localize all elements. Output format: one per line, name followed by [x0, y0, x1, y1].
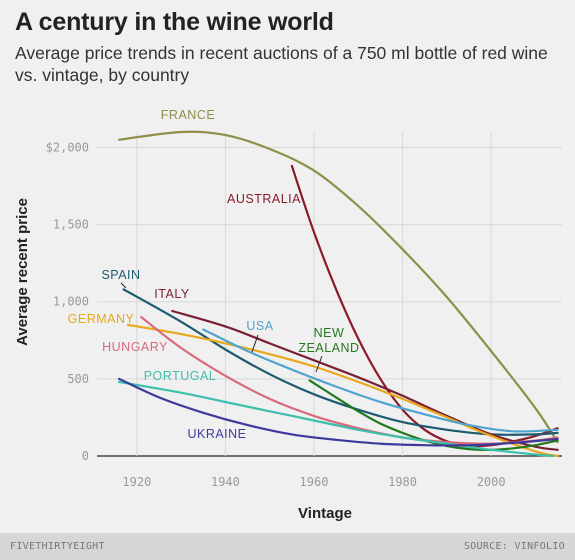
x-tick-label: 1960: [300, 475, 329, 489]
footer-bar: FIVETHIRTYEIGHT SOURCE: VINFOLIO: [0, 533, 575, 560]
footer-brand: FIVETHIRTYEIGHT: [10, 541, 105, 552]
series-line-australia: [290, 164, 559, 448]
y-axis-label: Average recent price: [14, 198, 31, 346]
footer-source: SOURCE: VINFOLIO: [463, 541, 565, 552]
series-labels: FRANCE AUSTRALIA SPAIN ITALY GERMANY USA HUNGA…: [68, 108, 359, 441]
y-tick-label: $2,000: [46, 140, 89, 154]
x-tick-label: 1940: [211, 475, 240, 489]
series-label-france: FRANCE: [161, 108, 215, 122]
x-axis-label: Vintage: [298, 505, 352, 522]
x-tick-label: 1980: [388, 475, 417, 489]
series-line-germany: [126, 323, 559, 458]
series-label-spain: SPAIN: [101, 268, 140, 282]
series-label-usa: USA: [246, 319, 273, 333]
y-tick-label: 1,500: [53, 218, 89, 232]
chart-title: A century in the wine world: [15, 8, 334, 36]
series-label-new-zealand: NEW ZEALAND: [298, 326, 359, 355]
y-tick-label: 1,000: [53, 295, 89, 309]
series-layer: [118, 130, 559, 458]
y-tick-label: 0: [82, 449, 89, 463]
series-line-usa: [202, 328, 559, 433]
label-leader-new-zealand: [315, 355, 323, 373]
series-line-new-zealand: [308, 379, 559, 451]
series-line-portugal: [118, 380, 555, 458]
series-label-germany: GERMANY: [68, 312, 135, 326]
y-tick-label: 500: [67, 372, 89, 386]
chart-subtitle: Average price trends in recent auctions …: [15, 43, 548, 85]
label-leader-spain: [120, 282, 127, 289]
label-leader-usa: [251, 334, 259, 353]
x-tick-label: 2000: [477, 475, 506, 489]
series-label-portugal: PORTUGAL: [144, 369, 217, 383]
x-tick-label: 1920: [122, 475, 151, 489]
series-line-france: [118, 130, 559, 444]
series-label-ukraine: UKRAINE: [187, 427, 246, 441]
series-label-australia: AUSTRALIA: [227, 192, 301, 206]
series-label-italy: ITALY: [154, 287, 190, 301]
series-line-spain: [122, 288, 559, 436]
line-chart: 0 500 1,000 1,500 $2,000 1920 1940 1960 1980 2000…: [14, 108, 562, 522]
series-label-hungary: HUNGARY: [102, 340, 168, 354]
series-line-ukraine: [118, 377, 559, 447]
